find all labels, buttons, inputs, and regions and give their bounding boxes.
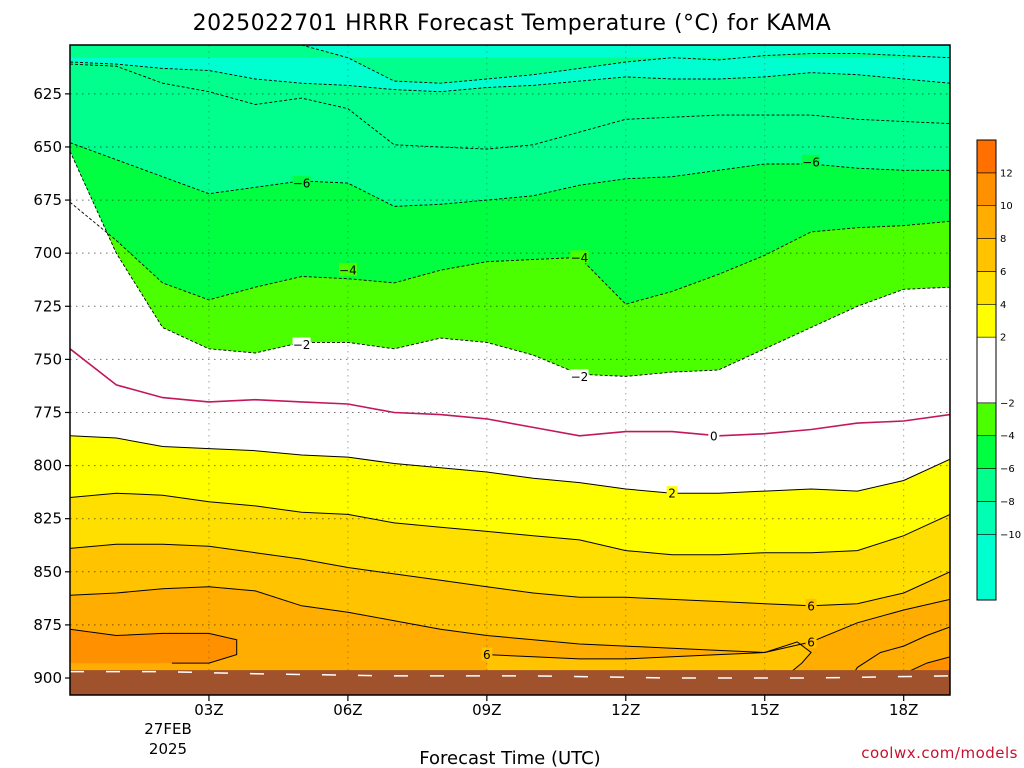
- contour-label: 6: [807, 599, 815, 613]
- contour-label-bg: [805, 598, 817, 612]
- plot-frame: [69, 44, 951, 696]
- contour-label: −6: [802, 155, 820, 169]
- date-label-day: 27FEB: [144, 720, 191, 738]
- contour-line--8: [301, 45, 950, 84]
- colorbar-swatch-10: [976, 172, 997, 207]
- contour-line--2: [70, 151, 950, 377]
- contour-label: 6: [807, 635, 815, 649]
- x-tick-label: 09Z: [472, 701, 501, 719]
- contour-label: −2: [571, 370, 589, 384]
- contour-label-bg: [570, 250, 589, 264]
- surface-line: [70, 670, 950, 679]
- contour-label: 6: [483, 648, 491, 662]
- x-tick-label: 18Z: [889, 701, 918, 719]
- x-axis: 03Z 06Z 09Z 12Z 15Z 18Z: [194, 695, 918, 719]
- colorbar-swatch--10: [976, 501, 997, 535]
- colorbar-swatch--14: [976, 533, 997, 601]
- contour-line-8: [70, 586, 950, 654]
- contour-label-bg: [481, 647, 493, 661]
- temperature-fill-bands: [70, 45, 950, 695]
- y-tick-label: 700: [33, 244, 62, 262]
- y-tick-label: 875: [33, 616, 62, 634]
- contour-label-bg: [292, 337, 311, 351]
- contour-label-bg: [338, 263, 357, 277]
- colorbar-swatch--8: [976, 468, 997, 502]
- contour-label: −6: [293, 177, 311, 191]
- contour-line-10: [70, 628, 238, 664]
- contour-line--4: [70, 201, 950, 305]
- colorbar-tick-label: 8: [1000, 234, 1006, 245]
- contour-line-4: [70, 492, 950, 556]
- contour-label: −4: [339, 264, 357, 278]
- y-tick-label: 750: [33, 350, 62, 368]
- contour-lines: [70, 45, 950, 683]
- colorbar-tick-label: −8: [1000, 497, 1015, 508]
- contour-line--8: [70, 61, 950, 93]
- date-label-year: 2025: [149, 740, 187, 758]
- colorbar-swatch-8: [976, 205, 997, 239]
- contour-line--10: [70, 63, 950, 150]
- colorbar-swatch--2: [976, 336, 997, 404]
- y-tick-label: 675: [33, 191, 62, 209]
- contour-label: 0: [710, 429, 718, 443]
- y-tick-label: 825: [33, 510, 62, 528]
- colorbar-frame: [976, 139, 997, 601]
- contour-label-bg: [708, 428, 720, 442]
- colorbar-tick-label: −10: [1000, 530, 1021, 541]
- ground-fill: [70, 670, 950, 695]
- contour-label-bg: [805, 634, 817, 648]
- y-axis: 625 650 675 700 725 750 775 800 825 850 875 900: [33, 85, 70, 687]
- colorbar-tick-label: 10: [1000, 201, 1013, 212]
- colorbar-tick-label: 6: [1000, 267, 1006, 278]
- contour-label-bg: [292, 176, 311, 190]
- colorbar: 12 10 8 6 4 2 −2 −4 −6 −8 −10: [976, 139, 1021, 601]
- colorbar-swatch--6: [976, 435, 997, 469]
- fill-pocket--8: [70, 45, 950, 84]
- contour-line-6: [486, 641, 812, 683]
- contour-line-0: [70, 348, 950, 437]
- contour-label-bg: [666, 486, 678, 500]
- contour-label: −4: [571, 251, 589, 265]
- x-tick-label: 03Z: [194, 701, 223, 719]
- colorbar-swatch-4: [976, 271, 997, 305]
- y-tick-label: 625: [33, 85, 62, 103]
- credit-link[interactable]: coolwx.com/models: [861, 744, 1018, 762]
- x-axis-label: Forecast Time (UTC): [419, 748, 600, 768]
- fill-pocket-10: [70, 629, 237, 664]
- colorbar-swatch-12: [976, 139, 997, 174]
- y-tick-label: 850: [33, 563, 62, 581]
- contour-label-bg: [570, 369, 589, 383]
- colorbar-swatch-2: [976, 303, 997, 338]
- colorbar-tick-label: 2: [1000, 333, 1006, 344]
- contour-line-8: [847, 626, 950, 683]
- y-tick-label: 725: [33, 297, 62, 315]
- contour-labels: −6 −6 −4 −4 −2 −2 0 2 6 6 6: [292, 154, 821, 662]
- x-tick-label: 12Z: [611, 701, 640, 719]
- colorbar-tick-label: −4: [1000, 431, 1015, 442]
- y-tick-label: 650: [33, 138, 62, 156]
- colorbar-tick-label: −6: [1000, 464, 1015, 475]
- contour-label: −2: [293, 338, 311, 352]
- contour-line-2: [70, 435, 950, 494]
- colorbar-tick-label: 4: [1000, 300, 1006, 311]
- colorbar-swatch-6: [976, 238, 997, 272]
- y-tick-label: 775: [33, 403, 62, 421]
- y-tick-label: 800: [33, 457, 62, 475]
- colorbar-tick-label: −2: [1000, 398, 1015, 409]
- x-tick-label: 15Z: [750, 701, 779, 719]
- y-tick-label: 900: [33, 669, 62, 687]
- chart-title: 2025022701 HRRR Forecast Temperature (°C…: [193, 11, 832, 36]
- contour-label: 2: [668, 487, 676, 501]
- x-tick-label: 06Z: [333, 701, 362, 719]
- ground-surface: [70, 670, 950, 695]
- grid-lines: [70, 45, 950, 695]
- colorbar-tick-label: 12: [1000, 168, 1013, 179]
- contour-line-6: [70, 543, 950, 607]
- contour-label-bg: [802, 154, 821, 168]
- colorbar-swatch--4: [976, 402, 997, 437]
